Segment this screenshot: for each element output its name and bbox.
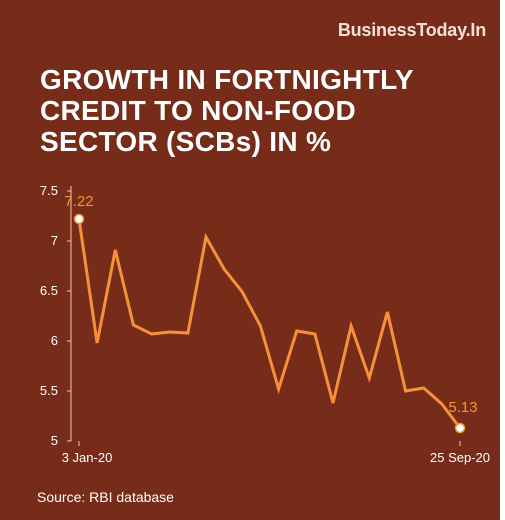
source-note: Source: RBI database <box>37 489 174 505</box>
y-tick-label: 7 <box>51 233 58 248</box>
y-tick-label: 7.5 <box>40 183 58 198</box>
data-label: 7.22 <box>64 193 93 210</box>
series-line <box>77 217 462 430</box>
data-point-marker <box>454 422 466 434</box>
chart-title-line-1: GROWTH IN FORTNIGHTLY <box>40 64 414 95</box>
x-axis: 3 Jan-20 25 Sep-20 <box>62 441 490 465</box>
chart-title-line-2: CREDIT TO NON-FOOD <box>40 95 356 126</box>
x-tick-label: 25 Sep-20 <box>430 450 490 465</box>
y-tick-label: 6 <box>51 333 58 348</box>
chart-title-line-3: SECTOR (SCBs) IN % <box>40 126 332 157</box>
x-tick-label: 3 Jan-20 <box>62 450 113 465</box>
annotation-layer: 7.22 5.13 <box>64 193 478 434</box>
y-tick-label: 6.5 <box>40 283 58 298</box>
y-axis: 5 5.5 6 6.5 7 7.5 <box>40 183 72 448</box>
chart-title: GROWTH IN FORTNIGHTLY CREDIT TO NON-FOOD… <box>40 64 480 157</box>
y-tick-label: 5 <box>51 433 58 448</box>
data-label: 5.13 <box>448 399 477 416</box>
brand-logo: BusinessToday.In <box>337 20 486 40</box>
y-tick-label: 5.5 <box>40 383 58 398</box>
series-layer <box>77 217 462 430</box>
data-point-marker <box>73 213 85 225</box>
